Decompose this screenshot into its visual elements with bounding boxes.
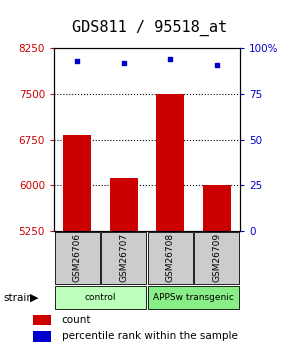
Bar — [156, 94, 184, 231]
Point — [121, 60, 126, 66]
Bar — [33, 331, 51, 342]
Text: percentile rank within the sample: percentile rank within the sample — [62, 332, 238, 342]
Bar — [203, 186, 231, 231]
Text: GSM26707: GSM26707 — [119, 233, 128, 283]
FancyBboxPatch shape — [148, 232, 193, 284]
Bar — [110, 178, 138, 231]
Text: APPSw transgenic: APPSw transgenic — [153, 293, 234, 302]
Bar — [63, 136, 91, 231]
FancyBboxPatch shape — [101, 232, 146, 284]
FancyBboxPatch shape — [55, 286, 146, 309]
Text: GSM26708: GSM26708 — [166, 233, 175, 283]
Point — [75, 58, 80, 64]
Text: GSM26706: GSM26706 — [73, 233, 82, 283]
Text: ▶: ▶ — [30, 293, 39, 303]
Point — [214, 62, 219, 68]
Bar — [33, 315, 51, 325]
Text: GDS811 / 95518_at: GDS811 / 95518_at — [72, 20, 228, 36]
FancyBboxPatch shape — [194, 232, 239, 284]
Text: control: control — [85, 293, 116, 302]
Text: strain: strain — [3, 293, 33, 303]
FancyBboxPatch shape — [55, 232, 100, 284]
FancyBboxPatch shape — [148, 286, 239, 309]
Point — [168, 57, 173, 62]
Text: count: count — [62, 315, 91, 325]
Text: GSM26709: GSM26709 — [212, 233, 221, 283]
